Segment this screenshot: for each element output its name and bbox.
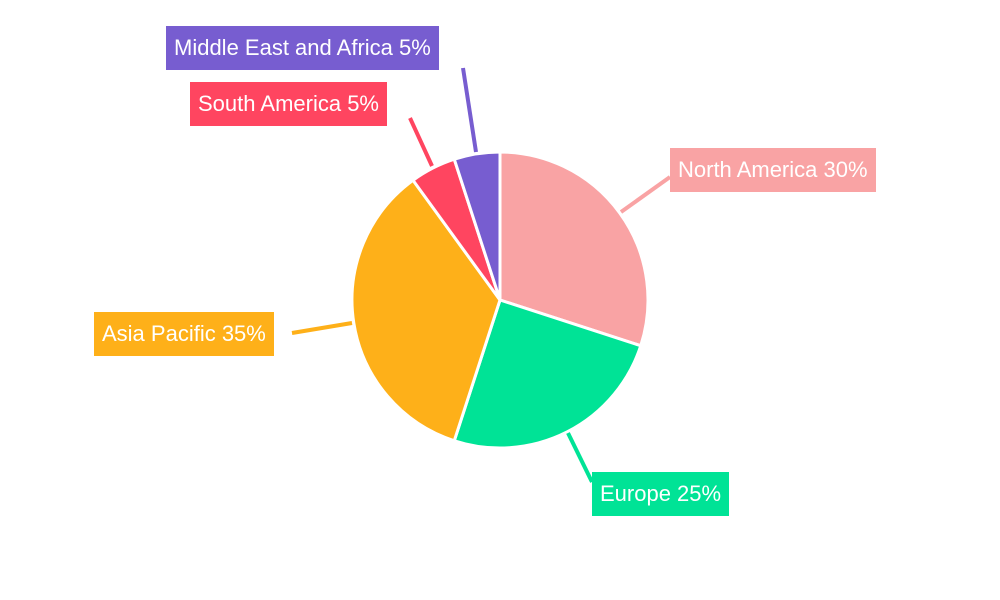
data-label: North America 30% [670,148,876,192]
data-label: Asia Pacific 35% [94,312,274,356]
pie-slice-europe[interactable] [452,298,643,450]
pie-slice-middle-east-and-africa[interactable] [452,150,502,301]
leader-line [619,175,672,214]
leader-line [461,67,478,153]
leader-line [408,117,434,167]
leader-line [291,321,353,335]
data-label: Europe 25% [592,472,730,516]
pie-slice-north-america[interactable] [498,150,650,348]
data-label: South America 5% [190,82,387,126]
pie-slice-asia-pacific[interactable] [350,178,502,443]
data-label: Middle East and Africa 5% [166,26,439,70]
leader-line [566,432,594,483]
